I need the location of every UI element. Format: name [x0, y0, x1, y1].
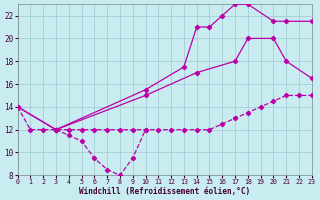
X-axis label: Windchill (Refroidissement éolien,°C): Windchill (Refroidissement éolien,°C) [79, 187, 250, 196]
